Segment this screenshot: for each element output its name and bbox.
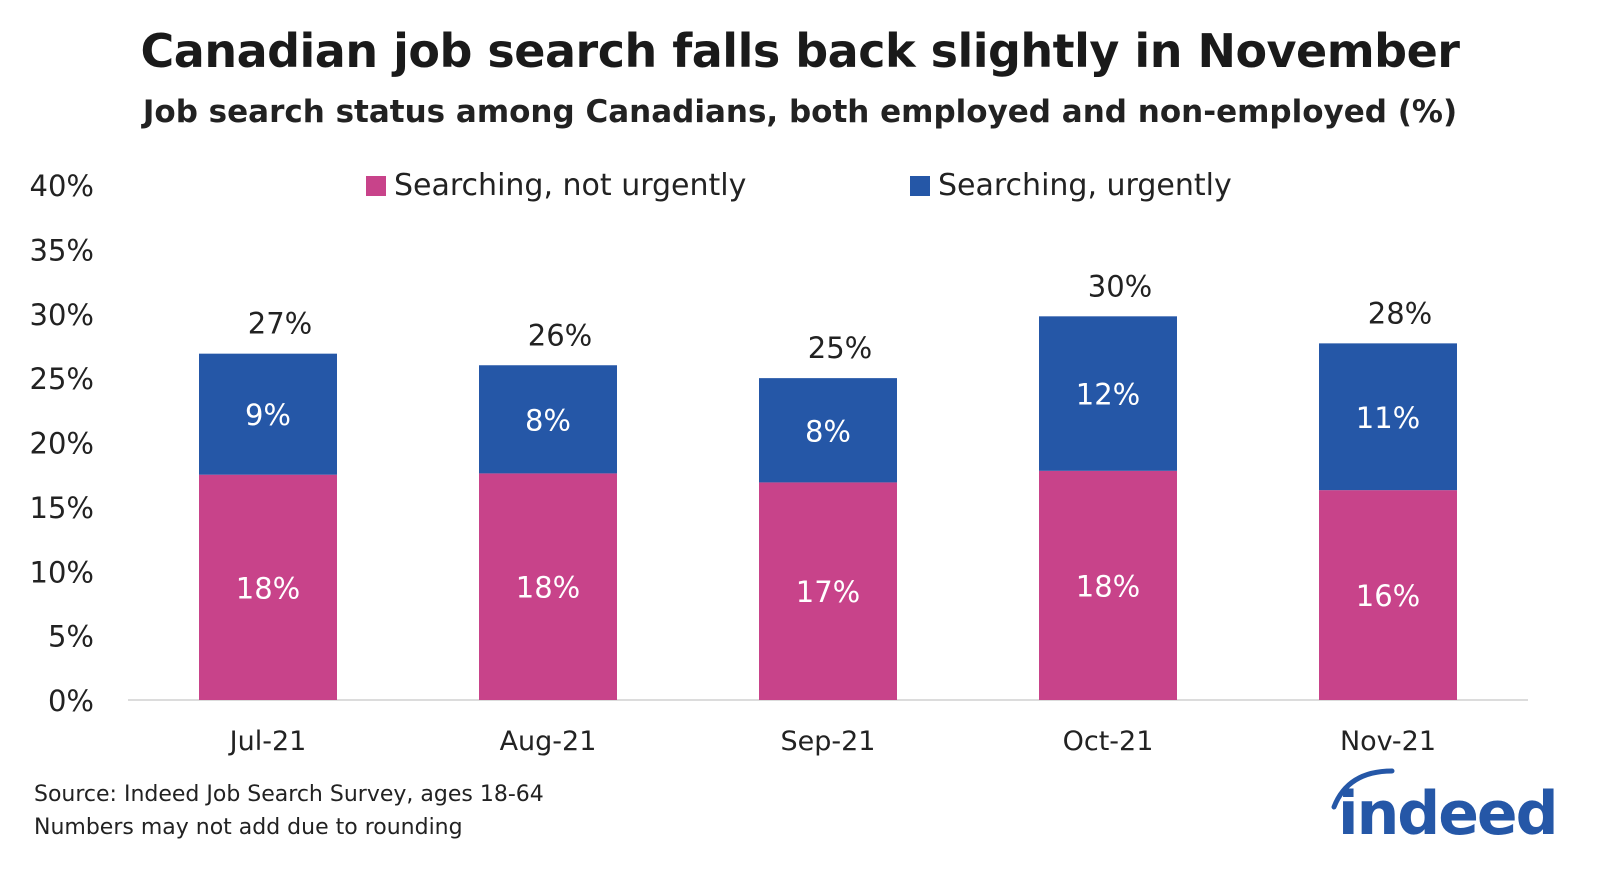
bar-segment-not-urgent <box>199 474 337 700</box>
bar-segment-urgent <box>199 353 337 475</box>
total-label: 27% <box>248 307 312 341</box>
bar-segment-urgent <box>759 378 897 483</box>
total-label: 30% <box>1088 269 1152 303</box>
data-label-not-urgent: 18% <box>516 571 580 605</box>
chart-subtitle: Job search status among Canadians, both … <box>142 94 1458 130</box>
y-tick-label: 25% <box>30 362 94 396</box>
total-label: 25% <box>808 331 872 365</box>
data-label-not-urgent: 18% <box>236 571 300 605</box>
legend-item-urgent: Searching, urgently <box>910 168 1232 203</box>
y-tick-label: 10% <box>30 555 94 589</box>
data-label-not-urgent: 17% <box>796 575 860 609</box>
y-tick-label: 15% <box>30 491 94 525</box>
y-tick-label: 20% <box>30 427 94 461</box>
indeed-logo-arc-icon <box>1331 768 1395 810</box>
total-label: 26% <box>528 318 592 352</box>
bar-segment-not-urgent <box>1039 470 1177 700</box>
bar-segment-urgent <box>1039 316 1177 471</box>
legend-swatch-urgent <box>910 175 930 196</box>
rounding-note: Numbers may not add due to rounding <box>34 815 463 840</box>
chart-title: Canadian job search falls back slightly … <box>140 24 1460 78</box>
legend-item-not-urgent: Searching, not urgently <box>366 168 746 203</box>
bar-segment-not-urgent <box>1319 490 1457 700</box>
source-line: Source: Indeed Job Search Survey, ages 1… <box>34 782 544 807</box>
y-tick-label: 5% <box>48 620 94 654</box>
y-tick-label: 30% <box>30 298 94 332</box>
legend: Searching, not urgently Searching, urgen… <box>0 168 1600 208</box>
indeed-logo: indeed <box>1330 765 1570 855</box>
legend-label-not-urgent: Searching, not urgently <box>394 168 747 203</box>
legend-label-urgent: Searching, urgently <box>938 168 1232 203</box>
source-note: Source: Indeed Job Search Survey, ages 1… <box>34 778 544 844</box>
data-label-urgent: 12% <box>1076 378 1140 412</box>
bar-segment-not-urgent <box>479 473 617 700</box>
y-tick-label: 0% <box>48 684 94 718</box>
legend-swatch-not-urgent <box>366 175 386 196</box>
data-label-urgent: 9% <box>245 398 291 432</box>
total-label: 28% <box>1368 296 1432 330</box>
x-tick-label: Jul-21 <box>228 726 307 757</box>
bar-segment-urgent <box>1319 343 1457 491</box>
indeed-logo-text: indeed <box>1338 779 1559 849</box>
data-label-urgent: 11% <box>1356 401 1420 435</box>
data-label-urgent: 8% <box>805 414 851 448</box>
data-label-not-urgent: 16% <box>1356 579 1420 613</box>
x-tick-label: Aug-21 <box>500 726 597 757</box>
x-tick-label: Oct-21 <box>1063 726 1154 757</box>
bar-segment-not-urgent <box>759 482 897 700</box>
y-tick-label: 35% <box>30 233 94 267</box>
bar-segment-urgent <box>479 365 617 474</box>
data-label-urgent: 8% <box>525 403 571 437</box>
y-tick-label: 40% <box>30 169 94 203</box>
x-tick-label: Nov-21 <box>1340 726 1436 757</box>
data-label-not-urgent: 18% <box>1076 569 1140 603</box>
x-tick-label: Sep-21 <box>781 726 876 757</box>
